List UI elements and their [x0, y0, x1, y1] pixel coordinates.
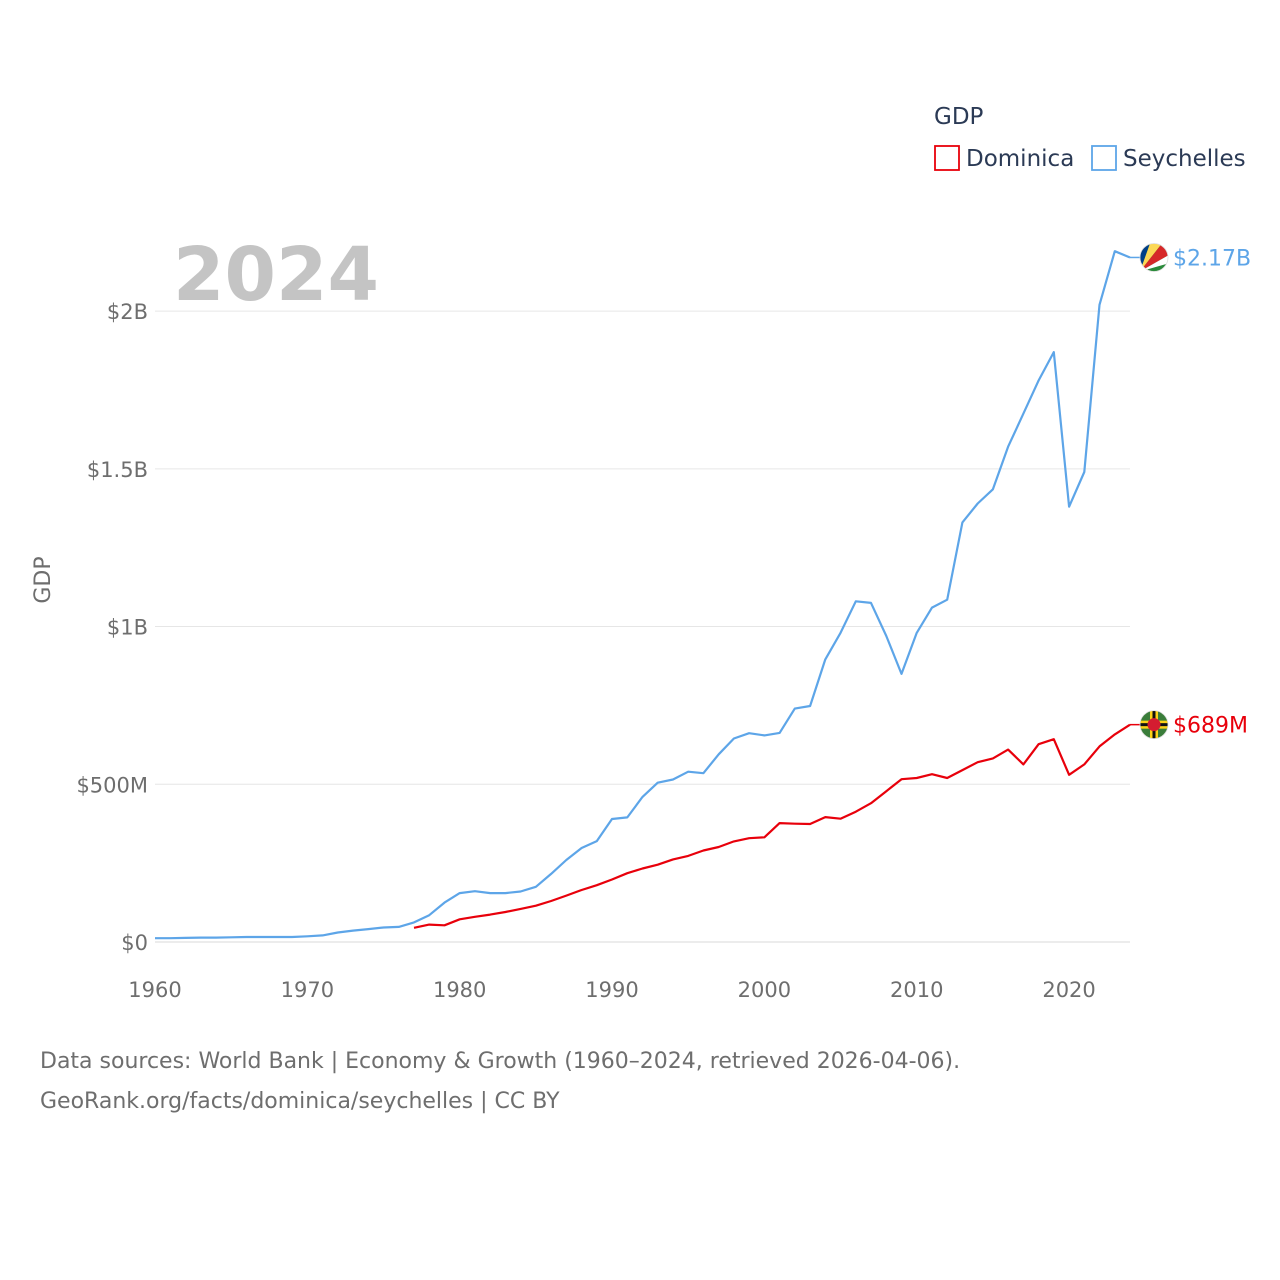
y-tick-label: $500M — [76, 773, 148, 797]
y-tick-label: $1.5B — [87, 458, 148, 482]
year-label: 2024 — [173, 232, 379, 318]
y-axis-title: GDP — [31, 556, 56, 603]
seychelles-flag-icon — [1139, 243, 1169, 272]
x-tick-label: 1980 — [433, 978, 486, 1002]
x-tick-label: 1990 — [585, 978, 638, 1002]
x-tick-label: 1970 — [281, 978, 334, 1002]
data-sources-text: Data sources: World Bank | Economy & Gro… — [40, 1049, 961, 1074]
series-line-dominica — [413, 723, 1131, 929]
legend-entry-seychelles[interactable]: Seychelles — [1091, 145, 1246, 172]
gdp-line-chart: 2024 $0 $500M $1B $1.5B $2B 1960 1970 1980 1990… — [31, 104, 1251, 1002]
x-tick-label: 2010 — [890, 978, 943, 1002]
x-tick-label: 2020 — [1042, 978, 1095, 1002]
y-tick-label: $0 — [121, 931, 148, 955]
legend-entry-dominica[interactable]: Dominica — [934, 145, 1074, 172]
dominica-flag-icon — [1139, 710, 1169, 740]
series-line-seychelles — [155, 250, 1131, 940]
legend-label: Dominica — [966, 146, 1074, 172]
legend: GDP Dominica Seychelles — [934, 104, 1246, 172]
end-value-label-seychelles: $2.17B — [1173, 246, 1251, 271]
y-tick-label: $1B — [107, 616, 148, 640]
footer: Data sources: World Bank | Economy & Gro… — [40, 1042, 1240, 1122]
legend-label: Seychelles — [1123, 146, 1246, 172]
legend-swatch[interactable] — [1091, 145, 1117, 171]
x-tick-label: 2000 — [738, 978, 791, 1002]
end-value-label-dominica: $689M — [1173, 714, 1248, 739]
legend-swatch[interactable] — [934, 145, 960, 171]
y-tick-label: $2B — [107, 300, 148, 324]
source-link-text[interactable]: GeoRank.org/facts/dominica/seychelles | … — [40, 1089, 560, 1114]
x-tick-label: 1960 — [128, 978, 181, 1002]
legend-title: GDP — [934, 104, 984, 130]
